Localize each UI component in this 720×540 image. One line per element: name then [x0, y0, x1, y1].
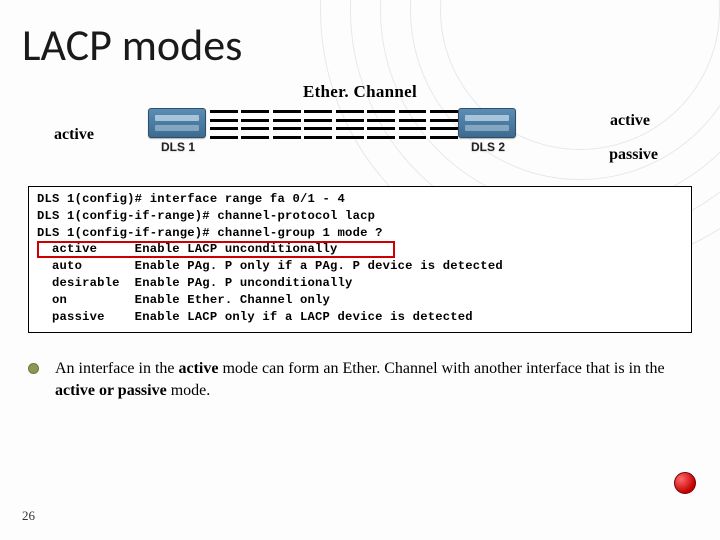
- slide-title: LACP modes: [22, 18, 242, 72]
- link-line: [210, 110, 458, 113]
- switch-icon: [458, 108, 516, 138]
- cli-line: DLS 1(config-if-range)# channel-group 1 …: [37, 225, 683, 242]
- cli-line: active Enable LACP unconditionally: [37, 241, 683, 258]
- bullet-icon: [28, 363, 39, 374]
- link-line: [210, 119, 458, 122]
- switch-right: DLS 2: [458, 108, 518, 154]
- cli-line: DLS 1(config-if-range)# channel-protocol…: [37, 208, 683, 225]
- cli-line: desirable Enable PAg. P unconditionally: [37, 275, 683, 292]
- switch-icon: [148, 108, 206, 138]
- link-line: [210, 127, 458, 130]
- right-mode-label-active: active: [610, 112, 650, 130]
- cli-line: on Enable Ether. Channel only: [37, 292, 683, 309]
- link-line: [210, 136, 458, 139]
- switch-left-label: DLS 1: [148, 140, 208, 154]
- bullet-text: An interface in the active mode can form…: [55, 358, 690, 401]
- topology-diagram: active active passive DLS 1 DLS 2: [60, 104, 660, 174]
- etherchannel-heading: Ether. Channel: [0, 82, 720, 102]
- switch-left: DLS 1: [148, 108, 208, 154]
- cli-line: auto Enable PAg. P only if a PAg. P devi…: [37, 258, 683, 275]
- right-mode-label-passive: passive: [609, 146, 658, 164]
- page-number: 26: [22, 508, 35, 524]
- red-dot-icon: [674, 472, 696, 494]
- cli-line: passive Enable LACP only if a LACP devic…: [37, 309, 683, 326]
- cli-output-box: DLS 1(config)# interface range fa 0/1 - …: [28, 186, 692, 333]
- etherchannel-links: [210, 111, 458, 137]
- explanation-bullet: An interface in the active mode can form…: [28, 358, 690, 401]
- switch-right-label: DLS 2: [458, 140, 518, 154]
- cli-line: DLS 1(config)# interface range fa 0/1 - …: [37, 191, 683, 208]
- left-mode-label: active: [54, 126, 94, 144]
